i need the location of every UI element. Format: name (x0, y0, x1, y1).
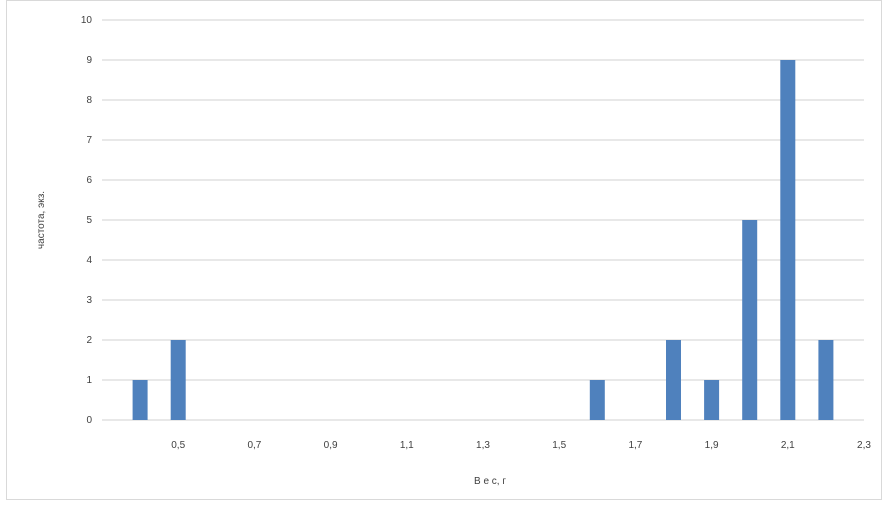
y-tick-label: 5 (86, 215, 92, 226)
y-tick-label: 8 (86, 95, 92, 106)
x-tick-label: 1,3 (476, 440, 490, 451)
bar (818, 340, 834, 420)
y-tick-label: 10 (81, 15, 93, 26)
y-axis-title: частота, экз. (36, 191, 47, 249)
x-tick-label: 0,7 (247, 440, 261, 451)
x-axis-title: В е с, г (474, 476, 506, 487)
x-tick-label: 2,1 (781, 440, 795, 451)
x-tick-label: 0,9 (324, 440, 338, 451)
bar (132, 380, 148, 420)
y-tick-label: 0 (86, 415, 92, 426)
y-tick-label: 2 (86, 335, 92, 346)
grid-lines (102, 19, 864, 421)
chart-frame (6, 0, 882, 500)
y-tick-label: 4 (86, 255, 92, 266)
bar (704, 380, 720, 420)
bar (170, 340, 186, 420)
y-tick-label: 9 (86, 55, 92, 66)
y-tick-label: 6 (86, 175, 92, 186)
bar (742, 220, 758, 420)
y-tick-label: 3 (86, 295, 92, 306)
bars (132, 60, 834, 420)
bar (666, 340, 681, 420)
x-tick-label: 1,7 (628, 440, 642, 451)
x-tick-label: 2,3 (857, 440, 871, 451)
x-axis-ticks: 0,5 0,7 0,9 1,1 1,3 1,5 1,7 1,9 2,1 2,3 (171, 440, 871, 451)
y-tick-label: 7 (86, 135, 92, 146)
bar (589, 380, 605, 420)
x-tick-label: 0,5 (171, 440, 185, 451)
bar (780, 60, 796, 420)
x-tick-label: 1,9 (705, 440, 719, 451)
x-tick-label: 1,5 (552, 440, 566, 451)
x-tick-label: 1,1 (400, 440, 414, 451)
y-tick-label: 1 (86, 375, 92, 386)
y-axis-ticks: 0 1 2 3 4 5 6 7 8 9 10 (81, 15, 93, 426)
